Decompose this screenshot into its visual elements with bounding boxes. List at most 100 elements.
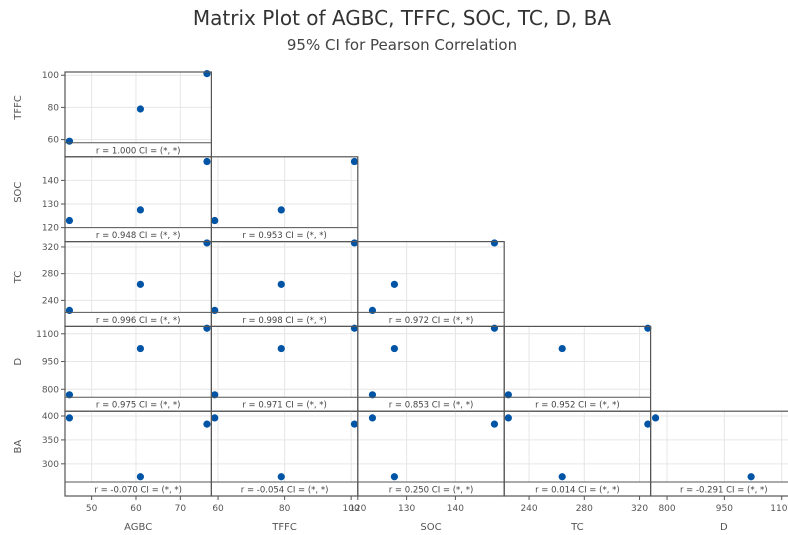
y-tick-label-soc: 130 [42,200,59,210]
data-point-d-vs-soc [368,391,377,399]
y-tick-label-tc: 320 [42,243,59,253]
panel-frame-tffc-vs-agbc [64,71,212,158]
data-point-ba-vs-tffc [211,414,219,422]
y-tick-label-ba: 300 [42,460,59,470]
y-tick-label-soc: 140 [42,176,59,186]
y-axis-label-tffc: TFFC [13,95,24,121]
x-tick-label-tc: 280 [576,504,593,514]
x-tick-label-soc: 130 [398,504,415,514]
y-tick-label-d: 1100 [36,330,59,340]
data-point-ba-vs-tc [558,473,566,481]
correlation-label-d-vs-tc: r = 0.952 CI = (*, *) [535,401,620,411]
x-tick-label-soc: 140 [447,504,464,514]
data-point-soc-vs-agbc [203,157,211,166]
y-tick-label-tffc: 80 [48,103,60,113]
panel-frame-d-vs-soc [357,325,505,412]
x-tick-label-tffc: 80 [279,504,291,514]
y-axis-label-d: D [13,358,24,366]
x-axis-label-agbc: AGBC [124,522,152,533]
data-point-tc-vs-agbc [136,280,145,288]
data-point-d-vs-tffc [350,324,359,332]
correlation-label-ba-vs-soc: r = 0.250 CI = (*, *) [389,486,474,496]
x-tick-label-d: 800 [658,504,675,514]
correlation-label-ba-vs-tc: r = 0.014 CI = (*, *) [535,486,620,496]
panel-frame-ba-vs-agbc [64,410,212,497]
data-point-d-vs-tffc [277,344,285,353]
panel-frame-ba-vs-soc [357,410,505,497]
data-point-ba-vs-soc [390,473,398,481]
y-axis-label-soc: SOC [13,182,24,203]
data-point-soc-vs-tffc [277,206,285,214]
data-point-d-vs-agbc [65,391,74,399]
data-point-ba-vs-soc [368,414,377,422]
x-tick-label-tc: 320 [631,504,648,514]
data-point-tc-vs-tffc [211,306,219,314]
data-point-soc-vs-agbc [65,216,74,225]
data-point-tc-vs-tffc [277,280,285,288]
correlation-label-soc-vs-agbc: r = 0.948 CI = (*, *) [96,231,181,241]
x-tick-label-agbc: 60 [130,504,142,514]
data-point-tffc-vs-agbc [65,137,74,145]
data-point-soc-vs-tffc [350,157,359,166]
data-point-tc-vs-soc [490,239,499,247]
data-point-d-vs-tffc [211,391,219,399]
x-tick-label-agbc: 70 [175,504,187,514]
data-point-ba-vs-soc [490,420,499,428]
x-axis-label-tffc: TFFC [271,522,297,533]
chart-title: Matrix Plot of AGBC, TFFC, SOC, TC, D, B… [193,6,611,30]
x-tick-label-tffc: 60 [212,504,224,514]
data-point-ba-vs-agbc [203,420,211,428]
correlation-label-ba-vs-tffc: r = -0.054 CI = (*, *) [241,486,329,496]
correlation-label-ba-vs-d: r = -0.291 CI = (*, *) [680,486,768,496]
correlation-label-tc-vs-agbc: r = 0.996 CI = (*, *) [96,316,181,326]
correlation-label-ba-vs-agbc: r = -0.070 CI = (*, *) [94,486,182,496]
data-point-tc-vs-soc [368,306,377,314]
correlation-label-d-vs-tffc: r = 0.971 CI = (*, *) [242,401,327,411]
correlation-label-d-vs-soc: r = 0.853 CI = (*, *) [389,401,474,411]
panel-frame-ba-vs-d [649,410,788,497]
data-point-tffc-vs-agbc [136,105,145,113]
correlation-label-tc-vs-tffc: r = 0.998 CI = (*, *) [242,316,327,326]
data-point-ba-vs-d [747,473,755,481]
data-point-d-vs-agbc [203,324,211,332]
data-point-tc-vs-agbc [65,306,74,314]
panel-frame-d-vs-tc [503,325,652,412]
data-point-tc-vs-agbc [203,239,211,247]
y-tick-label-tffc: 60 [48,136,60,146]
y-tick-label-soc: 120 [42,224,59,234]
x-tick-label-soc: 120 [349,504,366,514]
data-point-soc-vs-tffc [211,216,219,225]
x-tick-label-tffc: 100 [343,504,360,514]
panel-frame-tc-vs-soc [357,241,505,328]
x-tick-label-tc: 240 [520,504,537,514]
data-point-d-vs-soc [490,324,499,332]
correlation-label-d-vs-agbc: r = 0.975 CI = (*, *) [96,401,181,411]
data-point-d-vs-tc [504,391,512,399]
data-point-tc-vs-tffc [350,239,359,247]
data-point-ba-vs-tffc [277,473,285,481]
data-point-tffc-vs-agbc [203,70,211,78]
x-tick-label-agbc: 50 [86,504,98,514]
y-tick-label-tc: 240 [42,296,59,306]
correlation-label-soc-vs-tffc: r = 0.953 CI = (*, *) [242,231,327,241]
chart-subtitle: 95% CI for Pearson Correlation [287,36,517,54]
y-axis-label-ba: BA [13,440,24,454]
data-point-ba-vs-agbc [65,414,74,422]
y-tick-label-ba: 350 [42,436,59,446]
data-point-ba-vs-d [651,414,660,422]
y-tick-label-d: 950 [42,358,59,368]
x-tick-label-d: 1100 [770,504,788,514]
panel-frame-d-vs-agbc [64,325,212,412]
data-point-ba-vs-tffc [350,420,359,428]
y-tick-label-d: 800 [42,385,59,395]
data-point-ba-vs-tc [644,420,652,428]
panel-grid: r = 1.000 CI = (*, *) 60 80 100 TFFC r = 0.94… [13,70,788,533]
panel-frame-ba-vs-tc [503,410,652,497]
x-axis-label-tc: TC [570,522,584,533]
x-axis-label-soc: SOC [420,522,441,533]
data-point-soc-vs-agbc [136,206,145,214]
data-point-ba-vs-tc [504,414,512,422]
data-point-d-vs-soc [390,344,398,353]
y-axis-label-tc: TC [13,271,24,285]
